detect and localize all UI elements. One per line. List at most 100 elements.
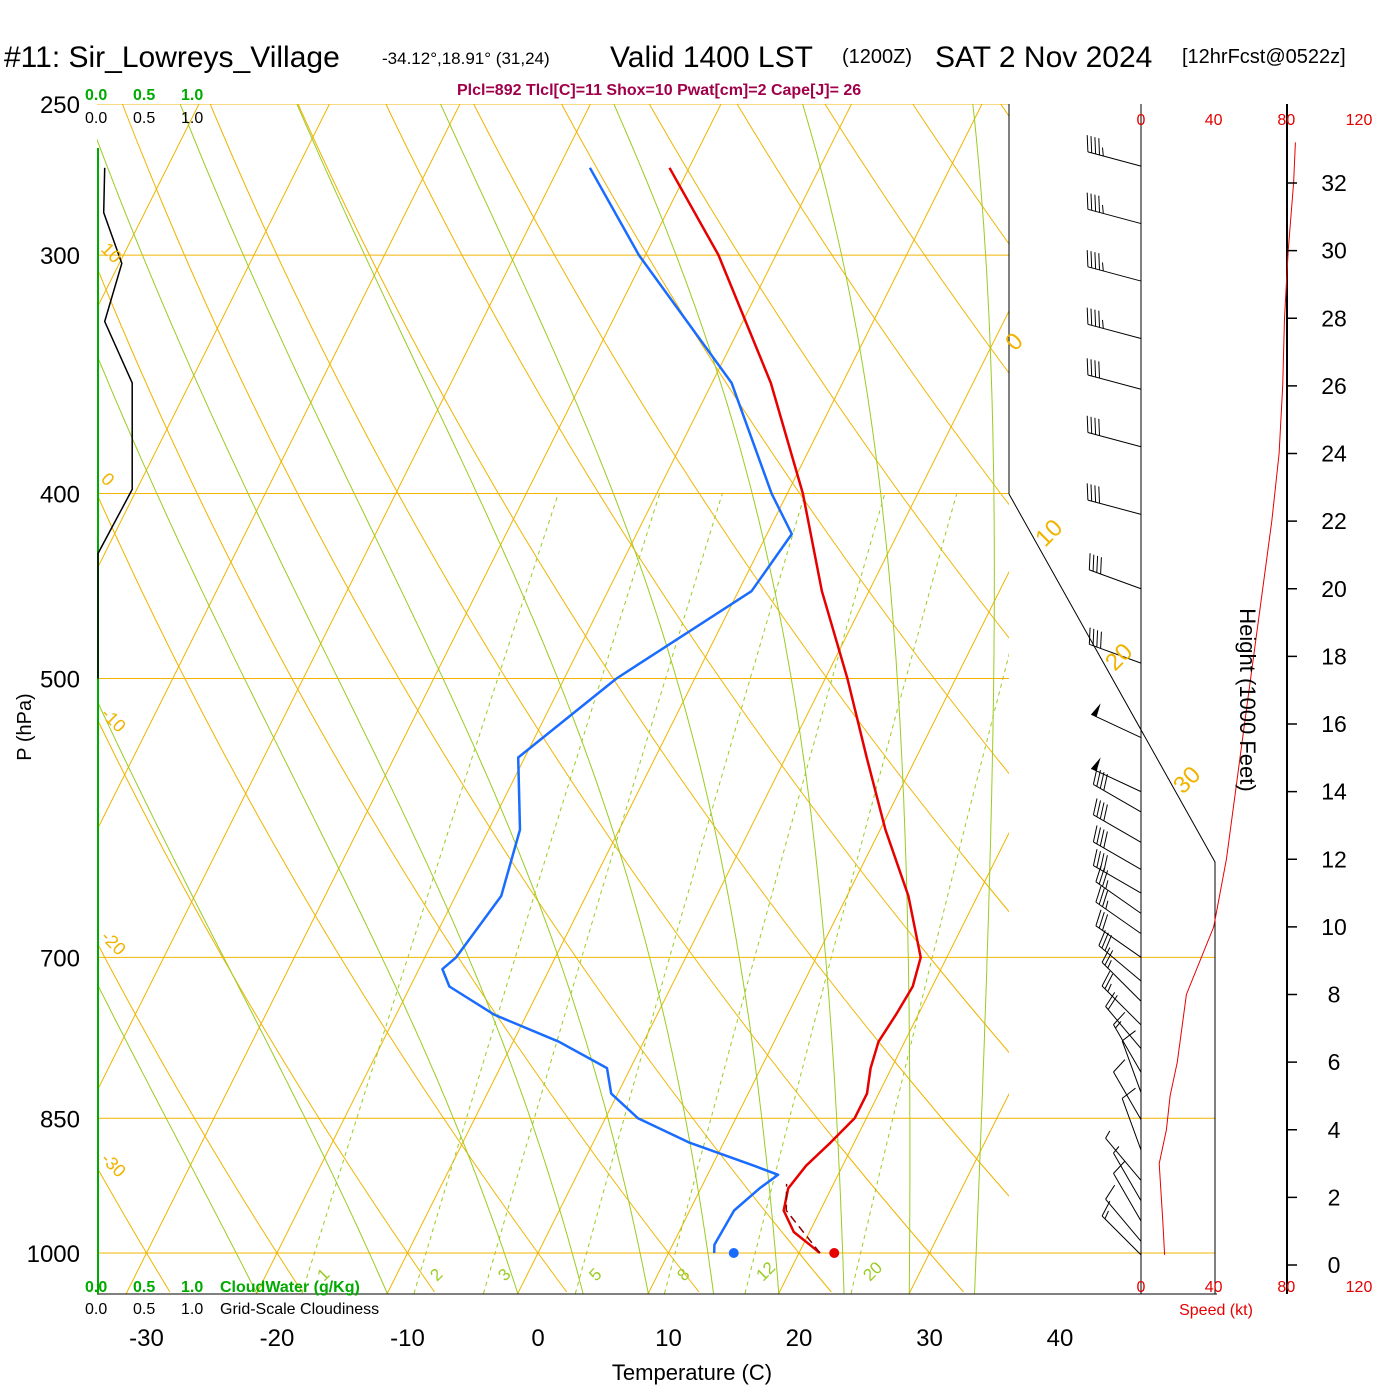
wind-barb-full <box>1103 831 1108 849</box>
sounding-stats: Plcl=892 Tlcl[C]=11 Shox=10 Pwat[cm]=2 C… <box>457 82 862 99</box>
moist-adiabat-line <box>802 104 911 1294</box>
height-tick-label: 4 <box>1328 1117 1341 1143</box>
wind-barb-full <box>1092 554 1095 572</box>
cloudiness-profile <box>97 167 133 679</box>
plot-slant-edge <box>1008 493 1216 1294</box>
wind-barb-full <box>1090 193 1093 211</box>
wind-barb-staff <box>1095 881 1142 914</box>
wind-barb-full <box>1092 767 1098 785</box>
wind-barb-half <box>1107 960 1112 969</box>
isotherm-line <box>97 104 200 310</box>
isotherm-label: -10 <box>97 704 130 737</box>
dry-adiabat-line <box>1000 104 1009 118</box>
wind-barb-pennant <box>1091 757 1101 771</box>
speed-tick-top: 0 <box>1137 112 1146 129</box>
cloudwater-tick-top: 0.5 <box>133 87 155 104</box>
wind-barb-full <box>1090 416 1093 434</box>
mixing-ratio-label: 12 <box>752 1258 779 1285</box>
parcel-path <box>785 1183 821 1254</box>
isotherm-line <box>97 104 461 832</box>
wind-barb-full <box>1098 930 1106 946</box>
wind-barb-half <box>1105 880 1109 889</box>
wind-barb <box>1092 767 1142 813</box>
wind-barb <box>1121 1030 1142 1093</box>
valid-time: Valid 1400 LST <box>610 41 813 74</box>
dry-adiabat-line <box>1176 104 1400 1292</box>
title-bar: #11: Sir_Lowreys_Village -34.12°,18.91° … <box>0 38 1400 82</box>
wind-barb <box>1105 1130 1142 1181</box>
dry-adiabat-line <box>97 493 568 1293</box>
valid-zulu: (1200Z) <box>842 46 913 68</box>
wind-barb-half <box>1102 262 1104 272</box>
wind-speed-profile <box>1158 142 1296 1255</box>
dry-adiabat-line <box>561 104 1009 775</box>
wind-barb-full <box>1086 415 1089 433</box>
wind-barb <box>1101 947 1142 1002</box>
dry-adiabat-line <box>736 104 1009 506</box>
x-tick-label: -10 <box>390 1325 425 1352</box>
wind-barb <box>1086 415 1142 448</box>
station-name: #11: Sir_Lowreys_Village <box>4 41 340 74</box>
wind-barb-staff <box>1089 569 1142 590</box>
wind-barb-full <box>1098 418 1100 436</box>
wind-barb-full <box>1092 825 1098 843</box>
wind-barb <box>1095 885 1142 935</box>
wind-barb-full <box>1095 865 1102 882</box>
pressure-tick-label: 1000 <box>27 1241 80 1268</box>
valid-date: SAT 2 Nov 2024 <box>935 41 1153 74</box>
isotherm-line <box>125 104 722 1294</box>
wind-barb-full <box>1090 359 1093 377</box>
wind-barb-full <box>1102 870 1109 887</box>
y-axis-label: P (hPa) <box>14 693 36 760</box>
wind-barb-staff <box>1105 1198 1142 1242</box>
speed-tick-bottom: 120 <box>1346 1279 1373 1296</box>
wind-barb-full <box>1113 1011 1126 1025</box>
cloudiness-tick-bottom: 0.0 <box>85 1301 107 1318</box>
isotherm-label-right: 10 <box>1030 514 1068 552</box>
mixing-ratio-line <box>301 493 559 1294</box>
pressure-tick-label: 500 <box>40 667 80 694</box>
mixing-ratio-label: 20 <box>859 1258 886 1285</box>
wind-barb <box>1086 307 1142 340</box>
x-axis-label: Temperature (C) <box>612 1360 772 1385</box>
wind-barb-half <box>1105 900 1109 910</box>
moist-adiabat-line <box>97 138 584 1294</box>
mixing-ratio-line <box>413 493 661 1294</box>
wind-barb <box>1101 1200 1142 1256</box>
wind-barb-full <box>1096 827 1101 845</box>
wind-barb-full <box>1098 486 1100 504</box>
height-tick-label: 30 <box>1321 238 1347 264</box>
cloudiness-tick-top: 1.0 <box>181 110 203 127</box>
wind-barb-full <box>1101 947 1111 963</box>
speed-tick-bottom: 80 <box>1277 1279 1295 1296</box>
wind-barb-full <box>1095 885 1102 903</box>
profiles <box>441 167 922 1258</box>
wind-barb-full <box>1103 804 1108 821</box>
wind-barb <box>1105 992 1142 1049</box>
x-tick-label: -20 <box>260 1325 295 1352</box>
wind-barb-staff <box>1113 1071 1142 1120</box>
dry-adiabat-line <box>297 104 1009 1197</box>
dry-adiabat-line <box>473 104 1009 913</box>
wind-barb-full <box>1105 992 1116 1007</box>
wind-barb <box>1092 798 1142 843</box>
wind-barb-full <box>1098 361 1100 379</box>
cloudwater-tick-bottom: 1.0 <box>181 1279 203 1296</box>
wind-barb-full <box>1107 995 1118 1010</box>
wind-barb-full <box>1098 310 1100 328</box>
dry-adiabat-line <box>912 104 1009 245</box>
wind-barb-staff <box>1101 985 1142 1026</box>
wind-barb-full <box>1092 628 1095 646</box>
cloudwater-tick-bottom: 0.5 <box>133 1279 155 1296</box>
wind-barb-staff <box>1098 945 1142 982</box>
x-tick-label: 30 <box>916 1325 943 1352</box>
wind-barb-full <box>1086 307 1089 325</box>
x-tick-label: 10 <box>655 1325 682 1352</box>
speed-tick-top: 120 <box>1346 112 1373 129</box>
wind-barb-full <box>1121 1087 1136 1099</box>
wind-barb-full <box>1101 1200 1111 1217</box>
isotherm-label: -20 <box>97 927 130 960</box>
wind-barb-full <box>1098 195 1100 213</box>
mixing-ratio-label: 5 <box>585 1265 605 1285</box>
